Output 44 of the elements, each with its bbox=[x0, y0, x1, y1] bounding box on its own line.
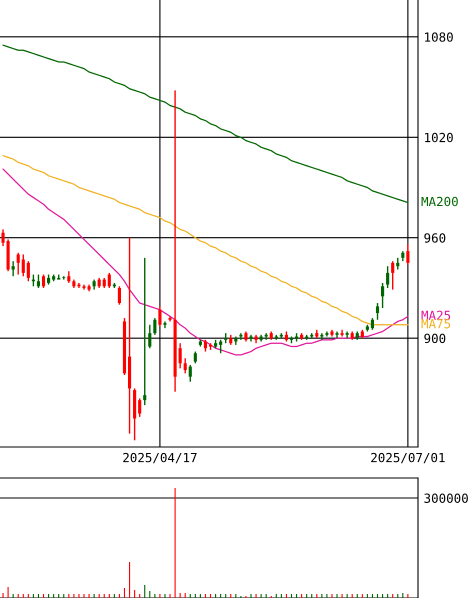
x-tick-label: 2025/07/01 bbox=[371, 452, 445, 464]
candlestick bbox=[370, 317, 374, 331]
candlestick bbox=[284, 330, 288, 342]
candlestick bbox=[92, 278, 96, 290]
candlestick bbox=[67, 270, 70, 284]
candlestick bbox=[12, 260, 15, 277]
candlestick bbox=[224, 332, 228, 344]
candlestick bbox=[229, 334, 232, 346]
candlestick bbox=[32, 274, 35, 287]
candlestick bbox=[153, 317, 156, 336]
candlestick bbox=[381, 282, 384, 309]
candlestick bbox=[219, 339, 222, 354]
candlestick bbox=[244, 330, 248, 342]
candlestick bbox=[204, 339, 208, 352]
x-tick-label: 2025/04/17 bbox=[123, 452, 197, 464]
candlestick bbox=[184, 358, 187, 374]
candlestick bbox=[194, 350, 197, 364]
y-tick-label: 300000 bbox=[424, 494, 468, 503]
candlestick bbox=[148, 324, 152, 349]
y-tick-label: 900 bbox=[424, 334, 446, 344]
candlestick bbox=[178, 342, 182, 370]
line-series bbox=[2, 168, 409, 356]
candlestick bbox=[376, 302, 380, 320]
candlestick bbox=[42, 274, 46, 289]
candlestick bbox=[138, 398, 142, 418]
candlestick bbox=[26, 260, 30, 282]
y-tick-label: 960 bbox=[424, 233, 446, 243]
candlestick bbox=[118, 286, 121, 306]
candlestick bbox=[401, 250, 404, 262]
candlestick bbox=[158, 306, 162, 328]
candlestick bbox=[406, 244, 410, 266]
line-series bbox=[2, 44, 409, 204]
candlestick bbox=[188, 364, 192, 382]
candlestick bbox=[386, 265, 390, 289]
candlestick bbox=[1, 228, 5, 247]
series-label: MA75 bbox=[422, 319, 450, 328]
candlestick bbox=[47, 274, 50, 286]
candlestick bbox=[143, 257, 146, 406]
candlestick bbox=[396, 257, 400, 270]
series-label: MA200 bbox=[422, 196, 458, 206]
candlestick bbox=[391, 260, 394, 290]
y-tick-label: 1020 bbox=[425, 132, 453, 142]
y-tick-label: 1080 bbox=[425, 32, 453, 42]
candlestick bbox=[36, 274, 40, 289]
